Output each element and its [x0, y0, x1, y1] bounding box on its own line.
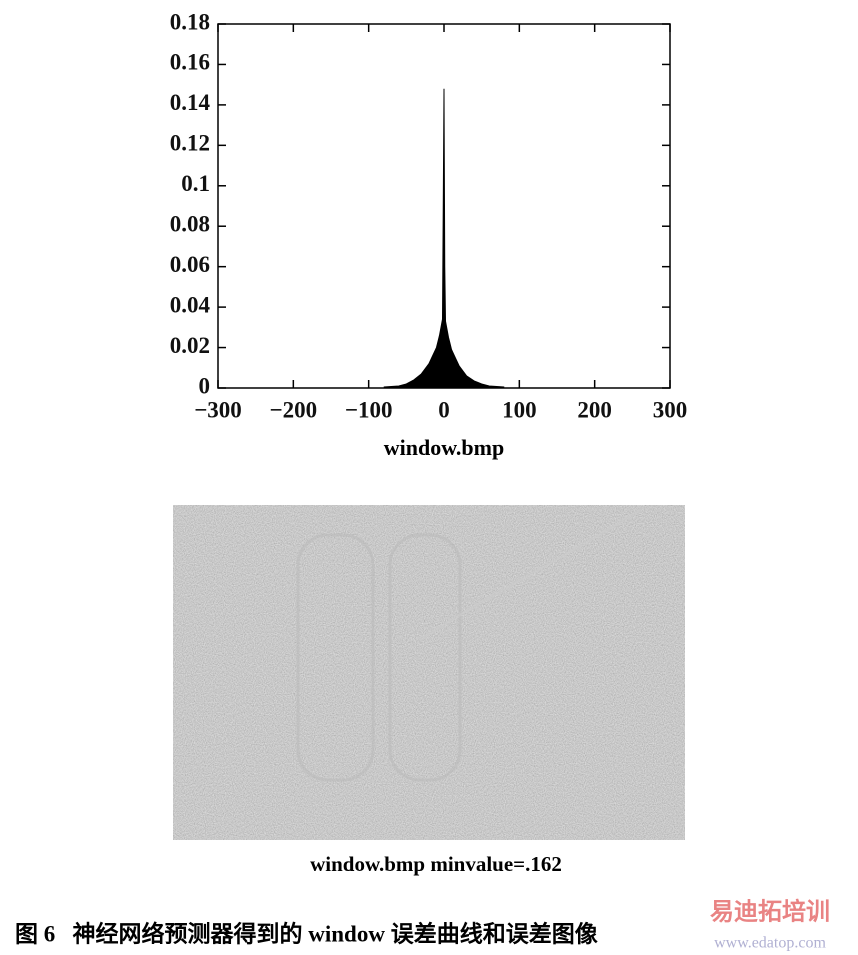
- y-tick-label: 0.14: [170, 90, 211, 115]
- error-image: [173, 505, 685, 840]
- image-shape: [419, 508, 641, 642]
- image-caption: window.bmp minvalue=.162: [310, 852, 562, 876]
- figure-caption: 图 6 神经网络预测器得到的 window 误差曲线和误差图像: [15, 920, 599, 946]
- y-tick-label: 0.12: [170, 131, 210, 156]
- x-axis-label: window.bmp: [384, 435, 504, 460]
- x-tick-label: 0: [438, 397, 450, 422]
- error-distribution: [383, 88, 505, 388]
- y-tick-label: 0.06: [170, 252, 210, 277]
- y-tick-label: 0.02: [170, 333, 210, 358]
- image-texture: [173, 505, 685, 840]
- x-tick-label: −200: [270, 397, 318, 422]
- x-tick-label: −300: [194, 397, 242, 422]
- x-tick-label: 200: [577, 397, 612, 422]
- x-tick-label: −100: [345, 397, 393, 422]
- y-tick-label: 0: [199, 373, 211, 398]
- y-tick-label: 0.08: [170, 212, 210, 237]
- image-shape: [388, 533, 462, 782]
- y-tick-label: 0.16: [170, 50, 210, 75]
- y-tick-label: 0.04: [170, 292, 211, 317]
- watermark: 易迪拓培训: [710, 898, 830, 926]
- y-tick-label: 0.1: [181, 171, 210, 196]
- x-tick-label: 300: [653, 397, 688, 422]
- image-shape: [296, 533, 375, 782]
- watermark-url: www.edatop.com: [714, 935, 826, 952]
- y-tick-label: 0.18: [170, 9, 210, 34]
- x-tick-label: 100: [502, 397, 537, 422]
